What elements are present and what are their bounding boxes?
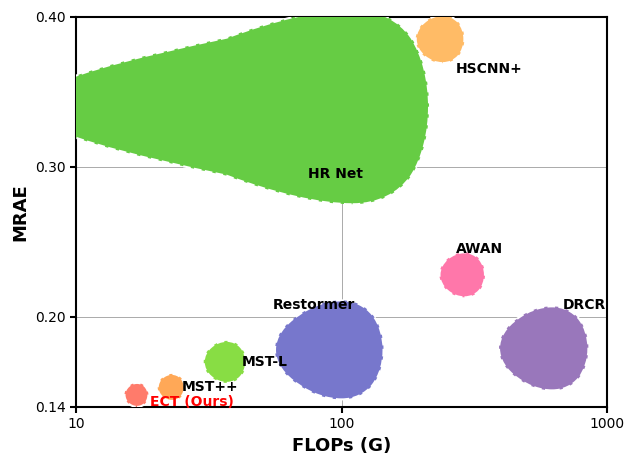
Text: AWAN: AWAN [456,242,503,256]
Ellipse shape [158,374,184,401]
Y-axis label: MRAE: MRAE [11,183,29,240]
Text: DRCR: DRCR [563,298,606,312]
Text: Restormer: Restormer [273,298,355,312]
Ellipse shape [439,252,485,297]
Text: HR Net: HR Net [308,167,363,181]
Ellipse shape [125,383,148,407]
Ellipse shape [204,341,246,383]
Ellipse shape [416,15,464,63]
Text: MST++: MST++ [182,380,238,394]
Text: ECT (Ours): ECT (Ours) [150,396,234,410]
Ellipse shape [499,306,588,391]
Text: HSCNN+: HSCNN+ [456,62,523,76]
Text: MST-L: MST-L [242,355,287,369]
Ellipse shape [275,300,384,399]
X-axis label: FLOPs (G): FLOPs (G) [292,437,391,455]
Ellipse shape [29,9,429,204]
